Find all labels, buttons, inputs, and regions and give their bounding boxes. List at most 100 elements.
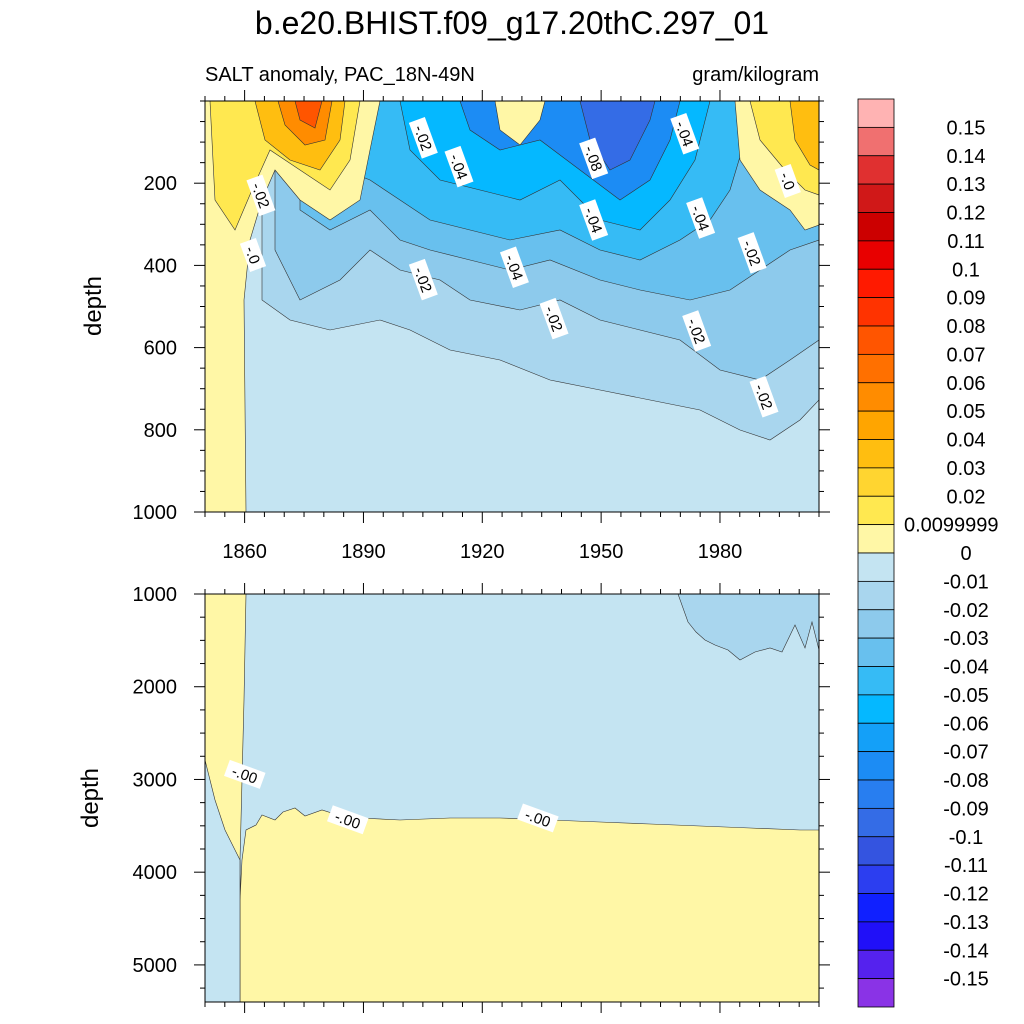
lower-y-ticks: 1000 2000 3000 4000 5000	[133, 584, 830, 989]
contour-label: -.02	[749, 375, 779, 418]
contour-label-box	[327, 805, 369, 835]
colorbar-label: -0.15	[943, 969, 989, 991]
y-tick-label: 5000	[133, 955, 178, 977]
colorbar-label: 0.03	[947, 458, 986, 480]
colorbar-label: 0.08	[947, 316, 986, 338]
colorbar-swatch	[857, 268, 895, 299]
contour-label-box	[246, 174, 276, 217]
x-tick-label: 1980	[698, 541, 743, 563]
lower-frame	[204, 593, 820, 1003]
colorbar-label: -0.13	[943, 912, 989, 934]
colorbar-label: -0.04	[943, 657, 989, 679]
x-tick-label: 1920	[460, 541, 505, 563]
colorbar-label: 0.13	[947, 174, 986, 196]
colorbar-swatch	[857, 864, 895, 894]
lower-y-axis-label: depth	[77, 768, 104, 828]
colorbar-swatch	[857, 155, 895, 185]
colorbar-swatch	[857, 212, 895, 242]
colorbar-swatch	[857, 439, 895, 469]
colorbar-label: -0.09	[943, 798, 989, 820]
upper-x-ticks	[204, 90, 820, 523]
colorbar-swatch	[857, 978, 895, 1008]
contour-label-box	[670, 112, 700, 155]
colorbar-label: 0.12	[947, 203, 986, 225]
colorbar-label: 0.07	[947, 344, 986, 366]
contour-label-box	[774, 163, 801, 198]
figure-title: b.e20.BHIST.f09_g17.20thC.297_01	[255, 5, 769, 41]
y-tick-label: 3000	[133, 769, 178, 791]
colorbar-swatch	[857, 353, 895, 384]
contour-label-box	[239, 237, 267, 272]
lower-band-positive-deep	[239, 807, 819, 1002]
colorbar-label: -0.03	[943, 628, 989, 650]
upper-band-positive-right-3	[789, 101, 819, 171]
contour-label-text: -.0	[776, 170, 798, 192]
y-tick-label: 200	[144, 173, 177, 195]
subtitle-right: gram/kilogram	[692, 64, 819, 86]
colorbar-swatch	[857, 751, 895, 781]
lower-panel: 1000 2000 3000 4000 5000 -.00-.00 -.00 depth	[77, 583, 830, 1013]
contour-label-box	[408, 117, 438, 159]
colorbar-swatch	[857, 524, 895, 554]
colorbar-label: 0	[960, 543, 971, 565]
colorbar-label: -0.11	[944, 855, 988, 877]
colorbar-swatch	[857, 467, 895, 497]
colorbar-swatch	[857, 410, 895, 440]
colorbar-label: -0.01	[943, 571, 989, 593]
colorbar-swatch	[857, 382, 895, 412]
y-tick-label: 400	[144, 255, 177, 277]
colorbar: 0.15 0.14 0.13 0.12 0.11 0.1 0.09 0.08 0.07 0.06 0…	[857, 98, 999, 1008]
colorbar-swatch	[857, 580, 895, 611]
colorbar-label: 0.05	[947, 401, 986, 423]
colorbar-label: 0.15	[947, 117, 986, 139]
colorbar-swatch	[857, 183, 895, 213]
lower-band-minus-01	[677, 594, 819, 661]
colorbar-swatch	[857, 98, 895, 128]
upper-band-positive-01	[205, 101, 381, 512]
colorbar-swatch	[857, 949, 895, 980]
colorbar-label: 0.0099999	[904, 515, 999, 537]
lower-band-left-edge	[205, 759, 241, 1002]
contour-label-text: -.0	[241, 244, 263, 266]
colorbar-label: -0.07	[943, 742, 989, 764]
lower-x-ticks	[204, 583, 820, 1013]
colorbar-label: 0.1	[952, 259, 980, 281]
contour-label-box	[499, 246, 529, 289]
colorbar-label: 0.14	[947, 146, 986, 168]
contour-label-box	[737, 232, 767, 274]
colorbar-swatch	[857, 325, 895, 355]
x-tick-label: 1860	[222, 541, 267, 563]
colorbar-label: -0.14	[943, 940, 989, 962]
upper-band-positive-07	[294, 101, 323, 129]
colorbar-label: 0.09	[947, 288, 986, 310]
upper-y-ticks: 200 400 600 800 1000	[133, 100, 830, 524]
x-tick-label: 1950	[579, 541, 624, 563]
colorbar-swatch	[857, 240, 895, 270]
colorbar-label: -0.1	[949, 827, 983, 849]
colorbar-swatch	[857, 609, 895, 639]
upper-band-positive-mid	[494, 101, 546, 146]
colorbar-label: 0.04	[947, 430, 986, 452]
colorbar-swatch	[857, 126, 895, 157]
upper-contour-labels: -.02-.04 -.08-.04-.0-.02-.04 -.04-.0-.02 -.…	[239, 112, 801, 418]
contour-label-box	[749, 375, 779, 418]
y-tick-label: 800	[144, 420, 177, 442]
contour-label-box	[444, 145, 474, 188]
colorbar-label: -0.08	[943, 770, 989, 792]
contour-label-box	[682, 310, 712, 352]
contour-label: -.0	[774, 163, 801, 198]
colorbar-swatch	[857, 666, 895, 696]
contour-label-box	[408, 258, 438, 301]
colorbar-label: -0.02	[943, 600, 989, 622]
colorbar-label: -0.06	[943, 713, 989, 735]
contour-label-box	[224, 759, 266, 789]
contour-label-box	[517, 803, 559, 833]
contour-label: -.04	[670, 112, 700, 155]
colorbar-swatch	[857, 836, 895, 866]
lower-contour-labels: -.00-.00 -.00	[224, 759, 559, 835]
colorbar-swatch	[857, 722, 895, 753]
colorbar-swatch	[857, 807, 895, 838]
y-tick-label: 1000	[133, 584, 178, 606]
colorbar-swatch	[857, 552, 895, 582]
